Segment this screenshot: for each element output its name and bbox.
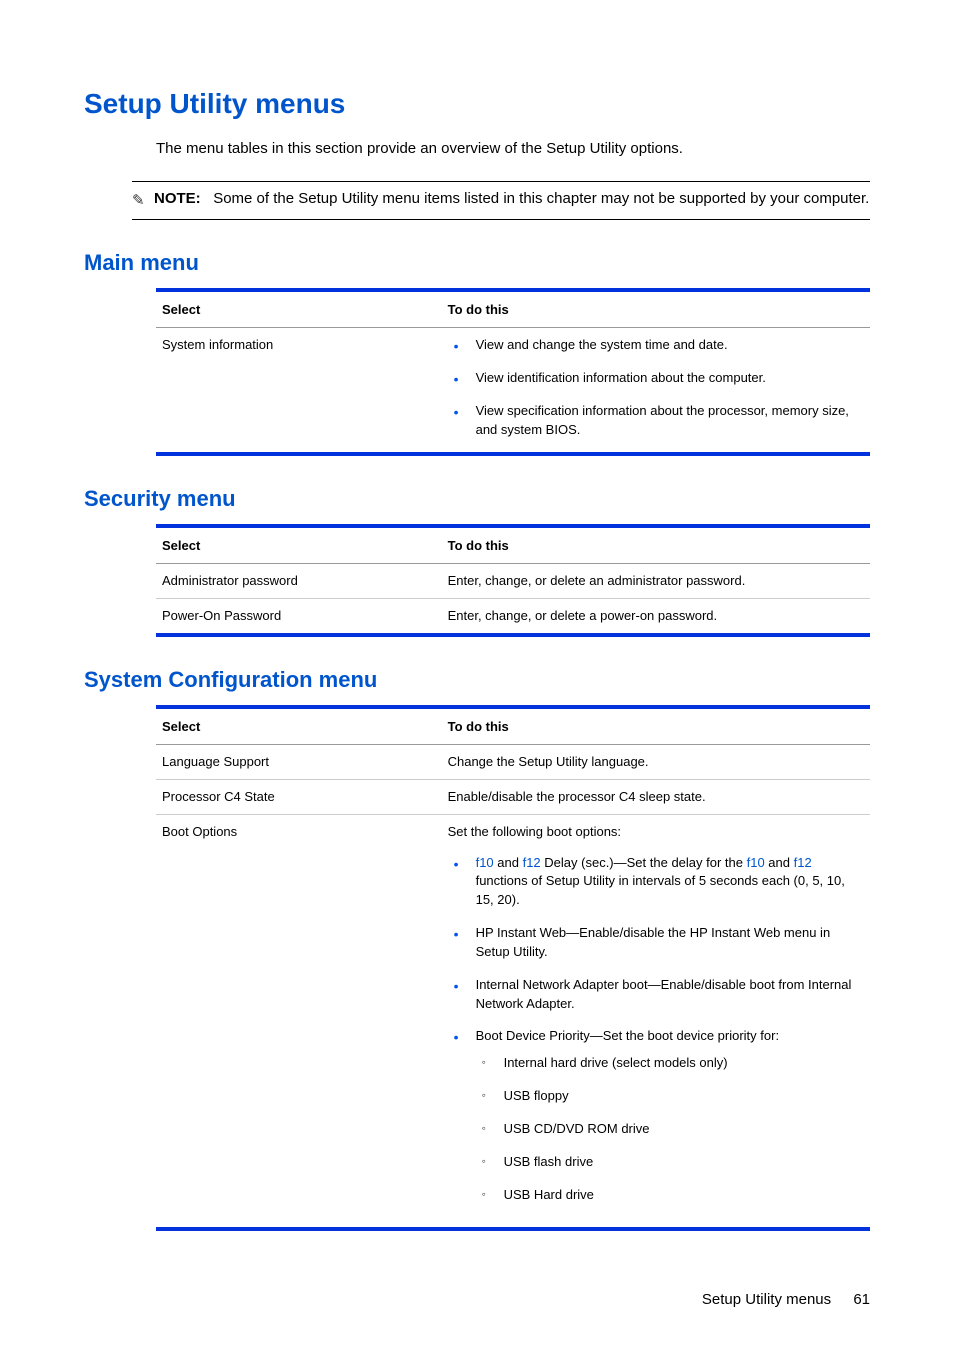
list-item: Internal Network Adapter boot—Enable/dis… xyxy=(448,976,864,1014)
cell-select: Processor C4 State xyxy=(156,780,442,815)
page-footer: Setup Utility menus 61 xyxy=(84,1291,870,1308)
intro-paragraph: The menu tables in this section provide … xyxy=(156,138,870,161)
security-menu-table: Select To do this Administrator password… xyxy=(156,524,870,637)
table-row: Power-On Password Enter, change, or dele… xyxy=(156,598,870,633)
priority-intro: Boot Device Priority—Set the boot device… xyxy=(476,1028,779,1043)
th-action: To do this xyxy=(442,528,870,564)
cell-select: Language Support xyxy=(156,745,442,780)
text-span: functions of Setup Utility in intervals … xyxy=(476,873,845,907)
key-link: f12 xyxy=(794,855,812,870)
th-select: Select xyxy=(156,709,442,745)
table-row: Processor C4 State Enable/disable the pr… xyxy=(156,780,870,815)
cell-action: Change the Setup Utility language. xyxy=(442,745,870,780)
cell-select: System information xyxy=(156,328,442,452)
key-link: f10 xyxy=(747,855,765,870)
main-menu-table: Select To do this System information Vie… xyxy=(156,288,870,455)
table-row: Language Support Change the Setup Utilit… xyxy=(156,745,870,780)
text-span: Delay (sec.)—Set the delay for the xyxy=(541,855,747,870)
list-item: Internal hard drive (select models only) xyxy=(476,1054,864,1073)
list-item: HP Instant Web—Enable/disable the HP Ins… xyxy=(448,924,864,962)
text-span: and xyxy=(765,855,794,870)
list-item: USB CD/DVD ROM drive xyxy=(476,1120,864,1139)
table-row: Boot Options Set the following boot opti… xyxy=(156,815,870,1227)
note-body xyxy=(205,190,213,207)
note-block: ✎ NOTE: Some of the Setup Utility menu i… xyxy=(132,181,870,221)
table-row: System information View and change the s… xyxy=(156,328,870,452)
list-item: View specification information about the… xyxy=(448,402,864,440)
footer-page-number: 61 xyxy=(853,1291,870,1308)
list-item: USB Hard drive xyxy=(476,1186,864,1205)
syscfg-menu-table: Select To do this Language Support Chang… xyxy=(156,705,870,1231)
security-menu-heading: Security menu xyxy=(84,486,870,512)
boot-intro: Set the following boot options: xyxy=(448,823,864,841)
list-item: USB floppy xyxy=(476,1087,864,1106)
cell-action: Enable/disable the processor C4 sleep st… xyxy=(442,780,870,815)
list-item: Boot Device Priority—Set the boot device… xyxy=(448,1027,864,1204)
cell-action: View and change the system time and date… xyxy=(442,328,870,452)
list-item: USB flash drive xyxy=(476,1153,864,1172)
main-menu-heading: Main menu xyxy=(84,250,870,276)
text-span: and xyxy=(494,855,523,870)
cell-select: Boot Options xyxy=(156,815,442,1227)
key-link: f10 xyxy=(476,855,494,870)
list-item: View and change the system time and date… xyxy=(448,336,864,355)
note-icon: ✎ xyxy=(132,188,154,212)
cell-action: Enter, change, or delete an administrato… xyxy=(442,563,870,598)
th-action: To do this xyxy=(442,709,870,745)
cell-action: Set the following boot options: f10 and … xyxy=(442,815,870,1227)
th-select: Select xyxy=(156,528,442,564)
th-select: Select xyxy=(156,292,442,328)
syscfg-menu-heading: System Configuration menu xyxy=(84,667,870,693)
note-body-text: Some of the Setup Utility menu items lis… xyxy=(213,190,869,207)
cell-action: Enter, change, or delete a power-on pass… xyxy=(442,598,870,633)
cell-select: Power-On Password xyxy=(156,598,442,633)
th-action: To do this xyxy=(442,292,870,328)
cell-select: Administrator password xyxy=(156,563,442,598)
key-link: f12 xyxy=(523,855,541,870)
note-text: NOTE: Some of the Setup Utility menu ite… xyxy=(154,188,870,210)
page-title: Setup Utility menus xyxy=(84,88,870,120)
list-item: f10 and f12 Delay (sec.)—Set the delay f… xyxy=(448,854,864,911)
document-page: Setup Utility menus The menu tables in t… xyxy=(0,0,954,1368)
list-item: View identification information about th… xyxy=(448,369,864,388)
footer-section: Setup Utility menus xyxy=(702,1291,831,1308)
table-row: Administrator password Enter, change, or… xyxy=(156,563,870,598)
note-label: NOTE: xyxy=(154,190,201,207)
